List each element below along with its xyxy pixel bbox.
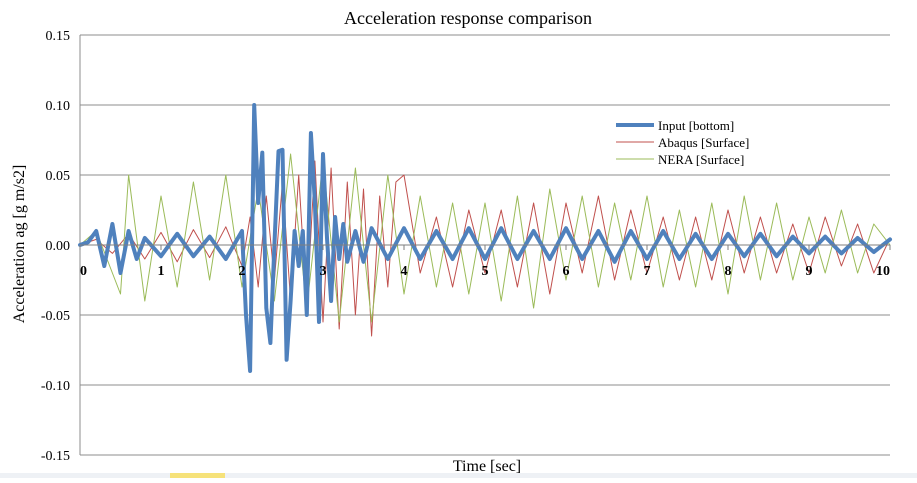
series-line-2 (78, 103, 892, 373)
chart-title: Acceleration response comparison (344, 8, 592, 28)
x-tick-label: 7 (644, 264, 651, 279)
legend: Input [bottom] Abaqus [Surface] NERA [Surf… (616, 118, 749, 167)
y-tick-label: -0.05 (41, 309, 70, 324)
x-tick-label: 1 (158, 264, 165, 279)
legend-label: Input [bottom] (658, 118, 734, 133)
y-axis-title: Acceleration ag [g m/s2] (11, 165, 28, 324)
x-tick-label: 10 (876, 264, 890, 279)
y-tick-label: 0.15 (46, 29, 71, 44)
axes: -0.15 -0.10 -0.05 0.00 0.05 0.10 0.15 0 1 2 3 4 5 6 7 8… (41, 29, 891, 464)
y-tick-label: 0.00 (46, 239, 71, 254)
x-tick-label: 8 (725, 264, 732, 279)
legend-label: NERA [Surface] (658, 152, 744, 167)
y-tick-label: 0.10 (46, 99, 71, 114)
x-tick-label: 6 (563, 264, 570, 279)
x-tick-label: 2 (239, 264, 246, 279)
x-tick-label: 0 (80, 264, 87, 279)
x-tick-label: 4 (401, 264, 408, 279)
series-line-1 (79, 153, 891, 323)
window-bottom-strip (0, 473, 917, 478)
y-tick-label: 0.05 (46, 169, 71, 184)
legend-label: Abaqus [Surface] (658, 135, 749, 150)
x-tick-label: 3 (320, 264, 327, 279)
x-axis-title: Time [sec] (453, 458, 521, 475)
series-layer (78, 103, 892, 373)
x-tick-label: 9 (806, 264, 813, 279)
y-tick-label: -0.10 (41, 379, 70, 394)
strip-highlight (170, 473, 225, 478)
y-tick-label: -0.15 (41, 449, 70, 464)
x-tick-label: 5 (482, 264, 489, 279)
